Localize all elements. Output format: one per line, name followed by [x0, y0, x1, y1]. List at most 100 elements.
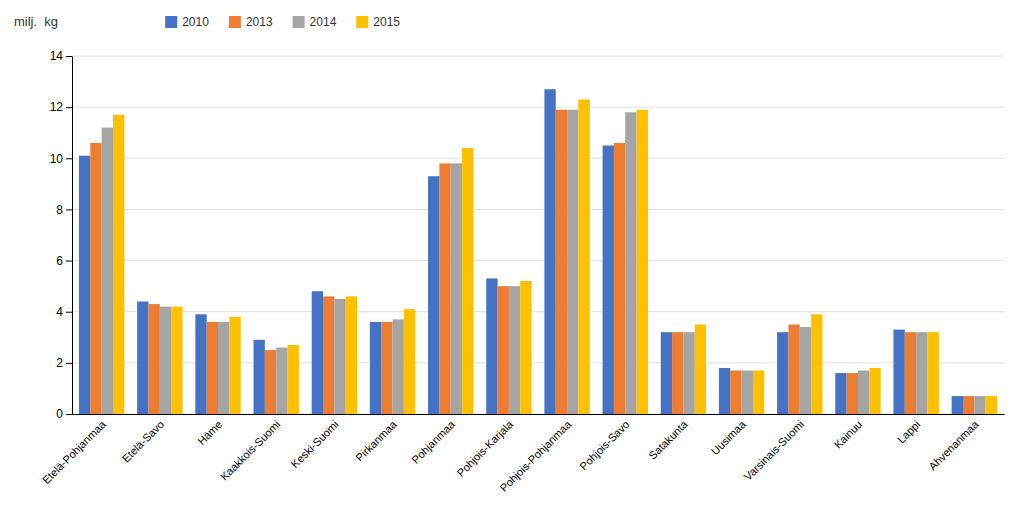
legend-label: 2015 — [373, 15, 400, 29]
bar — [719, 368, 730, 414]
tick-label: Keski-Suomi — [289, 418, 341, 470]
bar — [835, 373, 846, 414]
bar — [614, 143, 625, 414]
tick-label: 0 — [56, 407, 63, 421]
y-tick: 10 — [50, 152, 72, 166]
y-tick: 12 — [50, 100, 72, 114]
x-tick: Kainuu — [832, 418, 865, 451]
tick-mark — [66, 414, 72, 415]
bar — [381, 322, 392, 414]
bar — [800, 327, 811, 414]
bars — [79, 89, 997, 414]
bar — [90, 143, 101, 414]
bar — [334, 299, 345, 414]
tick-label: Lappi — [895, 418, 923, 446]
legend-label: 2010 — [182, 15, 209, 29]
bar — [137, 301, 148, 414]
tick-mark — [66, 261, 72, 262]
legend-swatch — [229, 16, 241, 28]
bar — [847, 373, 858, 414]
tick-label: Etelä-Savo — [120, 418, 167, 465]
bar — [544, 89, 555, 414]
x-tick: Pohjois-Pohjanmaa — [497, 417, 574, 494]
bar — [160, 307, 171, 414]
bar — [788, 325, 799, 415]
bar — [556, 110, 567, 414]
bar — [905, 332, 916, 414]
grid-line — [72, 107, 1004, 108]
x-tick: Häme — [195, 418, 224, 447]
grid-line — [72, 311, 1004, 312]
tick-mark — [66, 56, 72, 57]
bar — [498, 286, 509, 414]
legend-label: 2014 — [310, 15, 337, 29]
bar — [625, 112, 636, 414]
tick-label: Satakunta — [646, 417, 690, 461]
bar — [149, 304, 160, 414]
bar — [869, 368, 880, 414]
tick-label: Varsinais-Suomi — [742, 418, 807, 483]
legend-swatch — [293, 16, 305, 28]
bar — [637, 110, 648, 414]
x-tick: Pirkanmaa — [353, 417, 399, 463]
bar-series — [113, 99, 997, 414]
bar — [254, 340, 265, 414]
grid-line — [72, 260, 1004, 261]
legend-swatch — [356, 16, 368, 28]
x-tick: Varsinais-Suomi — [742, 418, 807, 483]
legend-swatch — [165, 16, 177, 28]
bar — [811, 314, 822, 414]
x-tick: Pohjanmaa — [409, 417, 457, 465]
x-tick: Satakunta — [646, 417, 690, 461]
bar — [195, 314, 206, 414]
bar — [370, 322, 381, 414]
bar — [963, 396, 974, 414]
tick-label: 6 — [56, 254, 63, 268]
plot: 0 2 4 6 8 10 12 14 Etelä-PohjanmaaEtelä-Savo Häme… — [40, 49, 1005, 494]
bar — [428, 176, 439, 414]
x-tick: Etelä-Savo — [120, 418, 167, 465]
legend: 2010 2013 2014 2015 — [165, 15, 400, 29]
tick-label: Kaakkois-Suomi — [218, 418, 283, 483]
bar — [102, 128, 113, 414]
x-axis: Etelä-PohjanmaaEtelä-Savo HämeKaakkois-Su… — [40, 415, 1005, 494]
y-tick: 14 — [50, 49, 72, 63]
x-tick: Pohjois-Savo — [577, 418, 631, 472]
tick-label: Ahvenanmaa — [926, 417, 981, 472]
bar — [509, 286, 520, 414]
tick-label: 4 — [56, 305, 63, 319]
bar — [288, 345, 299, 414]
bar — [661, 332, 672, 414]
x-tick: Etelä-Pohjanmaa — [40, 417, 109, 486]
bar — [520, 281, 531, 414]
bar — [486, 278, 497, 414]
tick-mark — [66, 312, 72, 313]
legend-item: 2013 — [229, 15, 273, 29]
bar — [672, 332, 683, 414]
bar-series — [102, 110, 986, 414]
x-tick: Ahvenanmaa — [926, 417, 981, 472]
tick-label: 12 — [50, 100, 64, 114]
tick-mark — [66, 209, 72, 210]
y-tick: 2 — [56, 356, 72, 370]
legend-item: 2010 — [165, 15, 209, 29]
y-axis: 0 2 4 6 8 10 12 14 — [50, 49, 73, 421]
tick-label: Pohjois-Pohjanmaa — [497, 417, 574, 494]
bar — [207, 322, 218, 414]
x-tick: Pohjois-Karjala — [454, 417, 515, 478]
bar — [218, 322, 229, 414]
bar — [439, 163, 450, 414]
axis-line — [73, 414, 1005, 415]
y-tick: 8 — [56, 203, 72, 217]
bar — [229, 317, 240, 414]
axis-line — [72, 57, 73, 415]
bar — [742, 371, 753, 414]
legend-item: 2015 — [356, 15, 400, 29]
tick-label: Pohjois-Karjala — [454, 417, 515, 478]
tick-label: Kainuu — [832, 418, 865, 451]
tick-label: 2 — [56, 356, 63, 370]
bar — [171, 307, 182, 414]
tick-label: 14 — [50, 49, 64, 63]
bar — [113, 115, 124, 414]
bar — [916, 332, 927, 414]
